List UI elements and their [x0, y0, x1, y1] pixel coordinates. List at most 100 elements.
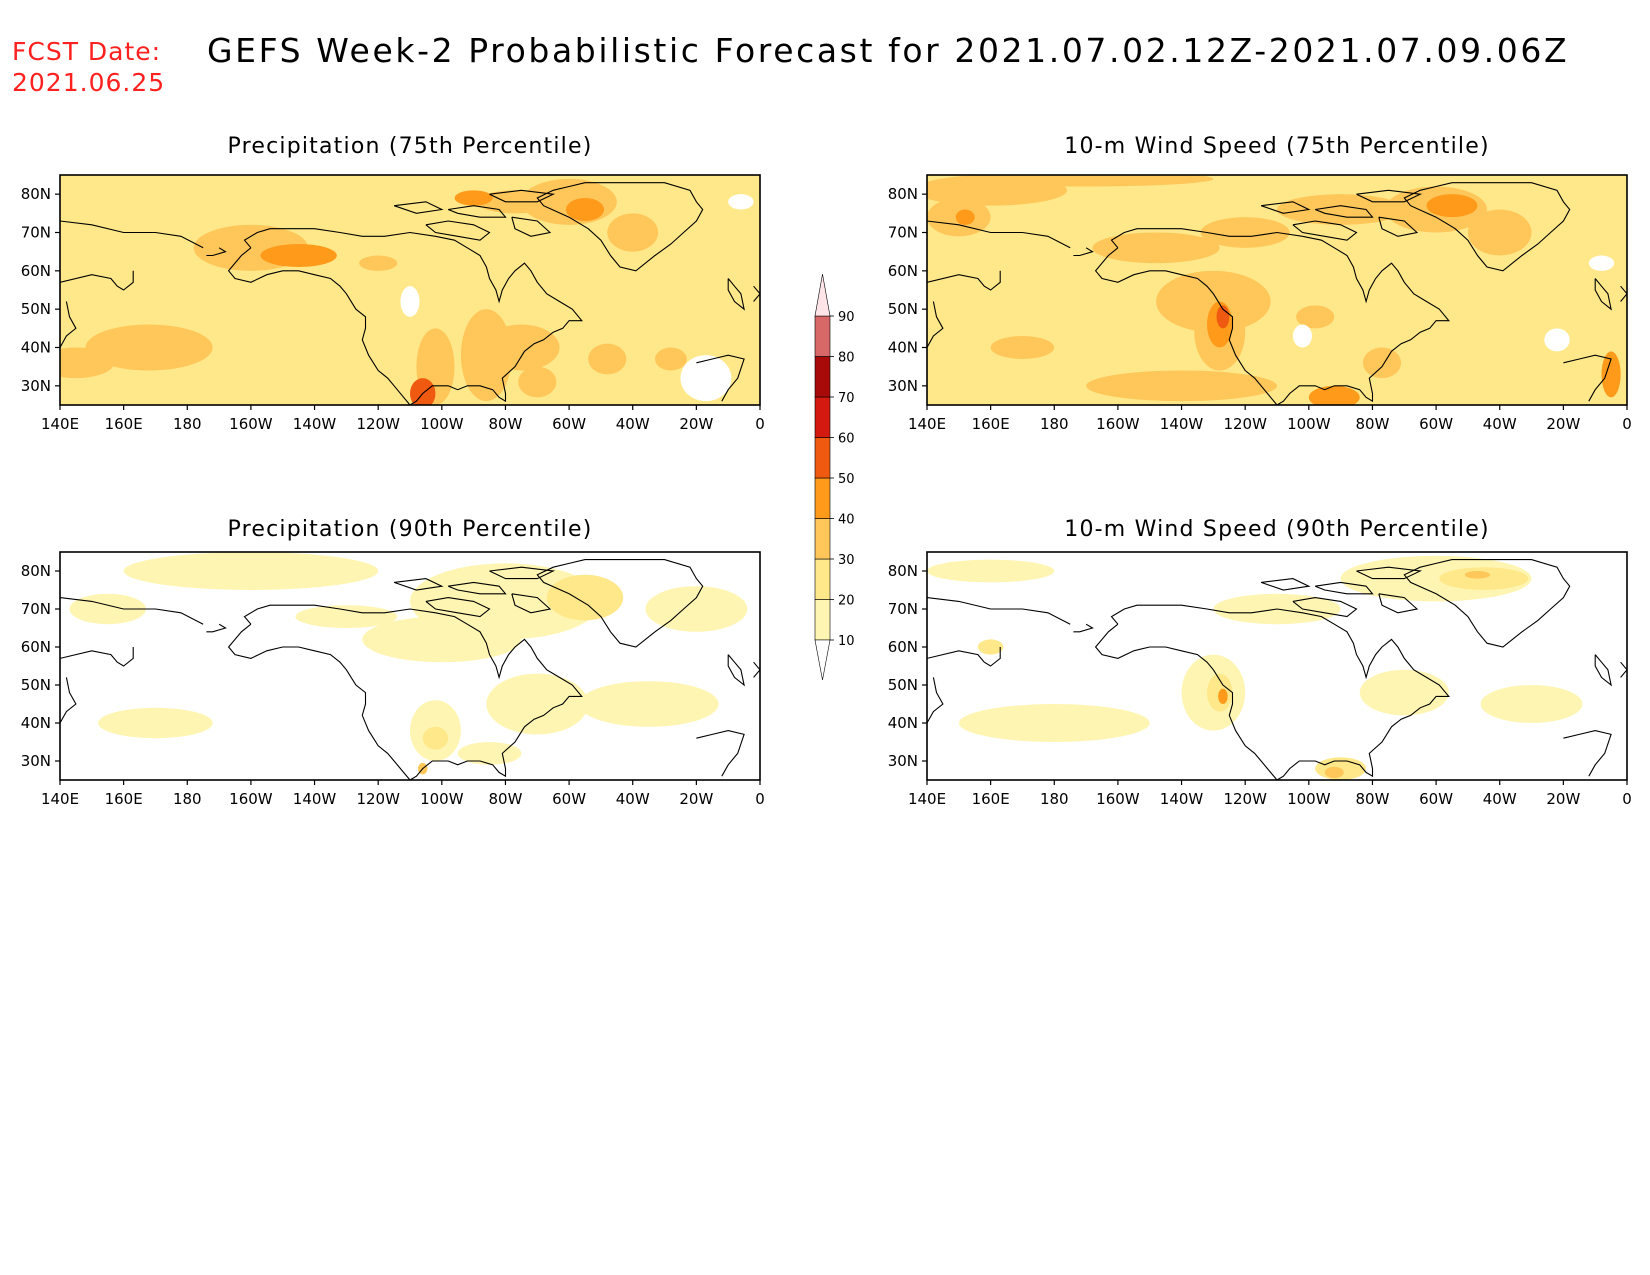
- coastline: [727, 278, 745, 311]
- map-frame: [59, 551, 761, 781]
- coastline: [227, 623, 411, 780]
- coastline: [696, 354, 745, 402]
- wind-90-coastline: [927, 559, 1627, 780]
- coastline: [243, 604, 583, 780]
- shading-base: [60, 552, 760, 780]
- lon-tick-label: 100W: [1287, 415, 1331, 433]
- probability-blob: [1086, 370, 1277, 402]
- probability-blob: [927, 559, 1055, 583]
- probability-blob: [607, 213, 659, 252]
- low-probability-area: [400, 286, 420, 317]
- coastline: [1110, 604, 1450, 780]
- lat-tick-label: 60N: [888, 262, 918, 280]
- probability-blob: [98, 707, 213, 739]
- forecast-date-value: 2021.06.25: [12, 68, 166, 97]
- coastline: [60, 597, 204, 625]
- coastline: [60, 677, 77, 724]
- lon-tick-label: 140E: [41, 790, 79, 808]
- coastline: [1314, 205, 1374, 218]
- coastline: [1563, 354, 1612, 402]
- lon-tick-label: 80W: [1355, 415, 1389, 433]
- probability-blob: [1296, 305, 1335, 329]
- lon-tick-label: 140W: [293, 790, 337, 808]
- probability-blob: [362, 616, 522, 663]
- wind-75-shading: [927, 175, 1627, 405]
- color-bar-lower-arrow: [814, 639, 831, 681]
- panel-precip-90: Precipitation (90th Percentile) 140E 160E…: [21, 517, 765, 808]
- lon-tick-label: 80W: [1355, 790, 1389, 808]
- lon-tick-label: 160E: [972, 415, 1010, 433]
- color-bar-label: 30: [838, 553, 855, 568]
- coastline: [1620, 285, 1627, 302]
- coastline: [1620, 661, 1627, 678]
- lon-tick-label: 60W: [552, 790, 586, 808]
- lon-tick-label: 60W: [1419, 790, 1453, 808]
- lat-tick-label: 40N: [888, 714, 918, 732]
- lon-tick-label: 140E: [908, 790, 946, 808]
- coastline: [60, 220, 204, 249]
- probability-blob: [977, 639, 1004, 655]
- probability-blob: [454, 190, 493, 206]
- probability-blob: [410, 378, 436, 405]
- lat-tick-label: 80N: [888, 562, 918, 580]
- probability-blob: [1480, 685, 1583, 723]
- lon-tick-label: 40W: [616, 790, 650, 808]
- coastline: [206, 623, 227, 633]
- precip-90-coastline: [60, 559, 760, 780]
- coastline: [447, 205, 507, 218]
- coastline: [227, 247, 411, 405]
- wind-75-coastline: [927, 182, 1627, 405]
- lon-tick-label: 140W: [293, 415, 337, 433]
- lon-tick-label: 160W: [1096, 790, 1140, 808]
- coastline: [489, 189, 556, 203]
- probability-blob: [955, 209, 975, 225]
- coastline: [1314, 581, 1374, 595]
- color-bar-label: 80: [838, 351, 855, 366]
- probability-blob: [85, 324, 213, 371]
- coastline: [393, 578, 444, 591]
- lon-tick-label: 120W: [1223, 790, 1267, 808]
- lat-tick-label: 50N: [21, 676, 51, 694]
- coastline: [727, 654, 745, 687]
- lat-tick-label: 70N: [21, 600, 51, 618]
- lon-tick-label: 40W: [1483, 415, 1517, 433]
- probability-blob: [359, 255, 398, 271]
- forecast-date-label: FCST Date:: [12, 37, 162, 66]
- probability-blob: [1324, 766, 1344, 779]
- color-bar-band: [814, 558, 831, 600]
- panel-wind-75: 10-m Wind Speed (75th Percentile) 140E 16…: [888, 134, 1632, 433]
- lon-tick-label: 160W: [229, 415, 273, 433]
- probability-blob: [578, 681, 719, 727]
- lon-tick-label: 20W: [679, 415, 713, 433]
- coastline: [1594, 278, 1612, 311]
- coastline: [1110, 228, 1450, 405]
- color-bar-label: 20: [838, 594, 855, 609]
- precip-75-axes: 140E 160E 180 160W 140W 120W 100W 80W 60W 40W 20W 0…: [21, 185, 765, 433]
- probability-blob: [457, 742, 522, 765]
- lon-tick-label: 100W: [420, 415, 464, 433]
- probability-blob: [990, 336, 1055, 359]
- probability-blob: [1308, 385, 1360, 405]
- coastline: [1292, 220, 1358, 241]
- lat-tick-label: 50N: [888, 676, 918, 694]
- lat-tick-label: 60N: [21, 262, 51, 280]
- lon-tick-label: 140E: [41, 415, 79, 433]
- lon-tick-label: 180: [1040, 415, 1069, 433]
- lat-tick-label: 30N: [888, 377, 918, 395]
- wind-75-axes: 140E 160E 180 160W 140W 120W 100W 80W 60W 40W 20W 0…: [888, 185, 1632, 433]
- probability-blob: [60, 347, 115, 379]
- coastline: [206, 247, 227, 257]
- color-bar-upper-arrow: [814, 273, 831, 317]
- color-bar-label: 90: [838, 310, 855, 325]
- lon-tick-label: 160E: [972, 790, 1010, 808]
- lon-tick-label: 80W: [488, 790, 522, 808]
- panel-title: Precipitation (90th Percentile): [228, 517, 593, 542]
- color-bar-label: 70: [838, 391, 855, 406]
- panel-title: Precipitation (75th Percentile): [228, 134, 593, 159]
- lon-tick-label: 160E: [105, 415, 143, 433]
- precip-75-shading: [60, 175, 760, 405]
- probability-blob: [486, 673, 589, 735]
- lon-tick-label: 160W: [229, 790, 273, 808]
- color-bar-band: [814, 477, 831, 519]
